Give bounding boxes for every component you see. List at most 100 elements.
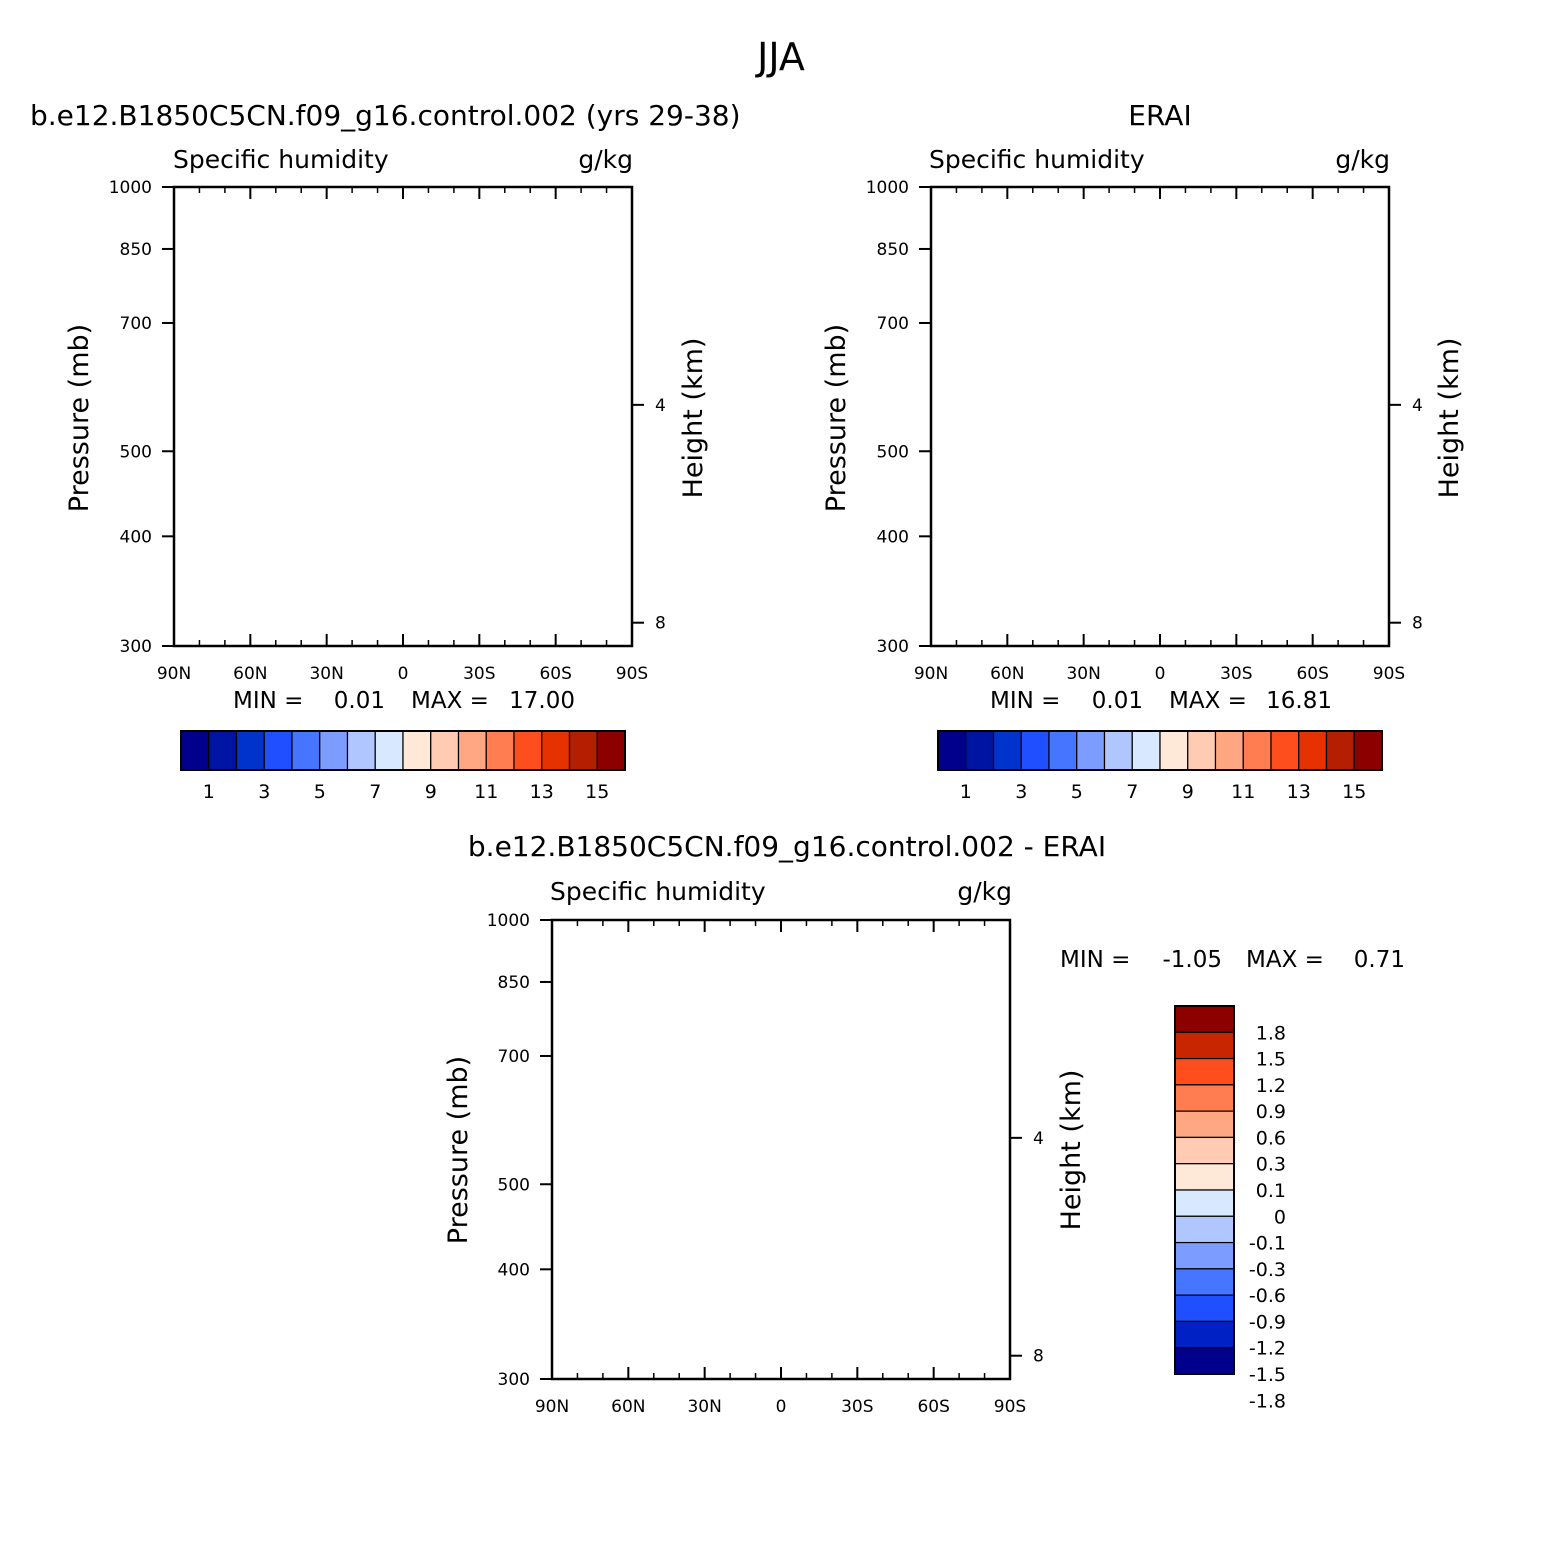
difference-colorbar-label: 0 — [1274, 1206, 1286, 1228]
difference-colorbar-box — [1174, 1294, 1235, 1323]
obs-colorbar-label: 13 — [1287, 781, 1311, 803]
model-y2label: Height (km) — [678, 338, 709, 499]
erai-min-label: MIN = — [990, 688, 1060, 714]
model-xtick-label: 90S — [616, 664, 648, 684]
obs-colorbar-box — [1325, 730, 1355, 771]
panel-erai: ERAI Specific humidity g/kg 90N 60N 30N 0 30… — [821, 99, 1465, 803]
model-y2tick-label: 4 — [655, 396, 666, 416]
erai-y2label: Height (km) — [1434, 338, 1465, 499]
difference-ytick-label: 300 — [498, 1370, 530, 1390]
model-title: b.e12.B1850C5CN.f09_g16.control.002 (yrs… — [30, 99, 741, 132]
difference-ytick-label: 500 — [498, 1175, 530, 1195]
difference-colorbar-label: 1.5 — [1256, 1049, 1286, 1071]
model-colorbar-box — [457, 730, 487, 771]
obs-colorbar-box — [1131, 730, 1161, 771]
obs-colorbar-label: 15 — [1342, 781, 1366, 803]
difference-colorbar-box — [1174, 1241, 1235, 1270]
model-ytick-label: 1000 — [109, 178, 152, 198]
diff-contour-plot: 90N 60N 30N 0 30S 60S 90S 300 400 500 700 850 1000 8 4 — [487, 911, 1044, 1417]
difference-colorbar-label: 0.6 — [1256, 1127, 1286, 1149]
model-min-value: 0.01 — [334, 688, 385, 714]
model-colorbar-box — [263, 730, 293, 771]
erai-min-value: 0.01 — [1092, 688, 1143, 714]
obs-colorbar-label: 7 — [1126, 781, 1138, 803]
difference-colorbar-box — [1174, 1110, 1235, 1139]
difference-colorbar-label: 0.1 — [1256, 1180, 1286, 1202]
difference-colorbar-box — [1174, 1031, 1235, 1060]
erai-subtitle-left: Specific humidity — [929, 145, 1145, 174]
obs-colorbar-box — [1187, 730, 1217, 771]
obs-colorbar-box — [1020, 730, 1050, 771]
difference-colorbar-label: -0.9 — [1249, 1311, 1286, 1333]
difference-colorbar-box — [1174, 1215, 1235, 1244]
obs-xtick-label: 60N — [990, 664, 1024, 684]
model-xtick-label: 60S — [539, 664, 571, 684]
erai-title: ERAI — [1128, 99, 1191, 132]
difference-xtick-label: 90S — [994, 1397, 1026, 1417]
model-colorbar-label: 15 — [585, 781, 609, 803]
model-max-value: 17.00 — [509, 688, 575, 714]
difference-xtick-label: 30S — [841, 1397, 873, 1417]
obs-colorbar-label: 3 — [1015, 781, 1027, 803]
model-xtick-label: 30S — [463, 664, 495, 684]
model-colorbar-box — [346, 730, 376, 771]
figure-title: JJA — [755, 35, 805, 79]
obs-colorbar-frame — [937, 730, 1383, 771]
erai-subtitle-right: g/kg — [1335, 145, 1390, 174]
difference-y2tick-label: 8 — [1033, 1347, 1044, 1367]
panel-model: b.e12.B1850C5CN.f09_g16.control.002 (yrs… — [30, 99, 741, 803]
model-y2tick-label: 8 — [655, 614, 666, 634]
model-colorbar-label: 7 — [369, 781, 381, 803]
model-xtick-label: 0 — [398, 664, 409, 684]
model-ytick-label: 400 — [120, 527, 152, 547]
difference-ytick-label: 400 — [498, 1260, 530, 1280]
difference-xtick-label: 60S — [917, 1397, 949, 1417]
diff-subtitle-left: Specific humidity — [550, 877, 766, 906]
model-min-label: MIN = — [233, 688, 303, 714]
diff-min-label: MIN = — [1060, 947, 1130, 973]
model-contour-plot: 90N 60N 30N 0 30S 60S 90S 300 400 500 700 850 1000 8 4 — [109, 178, 666, 684]
model-colorbar-box — [208, 730, 238, 771]
difference-plot-frame — [550, 918, 1012, 1381]
obs-xtick-label: 90N — [914, 664, 948, 684]
model-colorbar-box — [402, 730, 432, 771]
model-xtick-label: 60N — [233, 664, 267, 684]
obs-colorbar-box — [1048, 730, 1078, 771]
obs-ytick-label: 1000 — [866, 178, 909, 198]
obs-colorbar-label: 11 — [1231, 781, 1255, 803]
obs-xtick-label: 30S — [1220, 664, 1252, 684]
model-colorbar-label: 9 — [425, 781, 437, 803]
obs-colorbar-box — [1298, 730, 1328, 771]
obs-y2tick-label: 8 — [1412, 614, 1423, 634]
model-xtick-label: 90N — [157, 664, 191, 684]
model-ytick-label: 700 — [120, 314, 152, 334]
obs-colorbar-box — [937, 730, 967, 771]
obs-ytick-label: 700 — [877, 314, 909, 334]
diff-y2label: Height (km) — [1056, 1070, 1087, 1231]
difference-colorbar-label: 1.8 — [1256, 1022, 1286, 1044]
diff-colorbar: 1.8 1.5 1.2 0.9 0.6 0.3 0.1 0 -0.1 -0.3 -0.6 -0.9 -1… — [1174, 1005, 1286, 1412]
obs-xtick-label: 30N — [1066, 664, 1100, 684]
difference-colorbar-box — [1174, 1057, 1235, 1086]
difference-colorbar-box — [1174, 1189, 1235, 1217]
model-colorbar: 1 3 5 7 9 11 13 15 — [180, 730, 626, 803]
model-plot-frame — [172, 185, 634, 648]
difference-xtick-label: 60N — [611, 1397, 645, 1417]
diff-max-label: MAX = — [1246, 947, 1324, 973]
model-subtitle-left: Specific humidity — [173, 145, 389, 174]
obs-colorbar-label: 9 — [1182, 781, 1194, 803]
model-subtitle-right: g/kg — [578, 145, 633, 174]
difference-colorbar-box — [1174, 1136, 1235, 1165]
model-ylabel: Pressure (mb) — [64, 324, 95, 512]
diff-max-value: 0.71 — [1354, 947, 1405, 973]
erai-ylabel: Pressure (mb) — [821, 324, 852, 512]
obs-colorbar-box — [992, 730, 1022, 771]
model-colorbar-box — [485, 730, 515, 771]
obs-ytick-label: 500 — [877, 442, 909, 462]
model-colorbar-box — [319, 730, 349, 771]
difference-xtick-label: 0 — [776, 1397, 787, 1417]
difference-colorbar-box — [1174, 1163, 1235, 1191]
model-colorbar-label: 5 — [314, 781, 326, 803]
difference-colorbar-frame — [1174, 1005, 1235, 1375]
